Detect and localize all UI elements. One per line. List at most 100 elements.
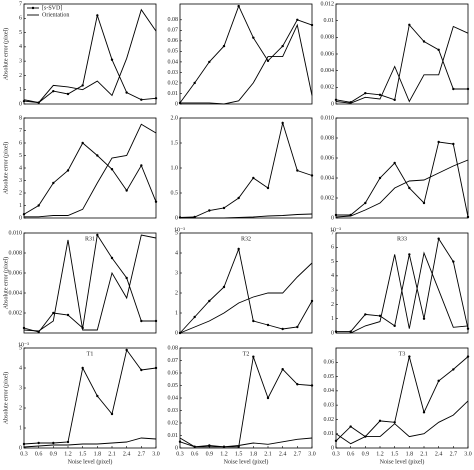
plot-frame (335, 117, 469, 219)
point (266, 323, 270, 327)
point (310, 23, 314, 27)
x-tick-label: 2.7 (138, 451, 146, 457)
y-tick-label: 0.006 (321, 155, 335, 161)
point (208, 444, 211, 447)
point (296, 18, 299, 21)
y-tick-label: 3 (19, 178, 22, 184)
y-tick-label: 0.01 (324, 18, 335, 24)
point (125, 348, 128, 352)
plot-frame (335, 232, 469, 334)
point (334, 213, 338, 217)
point (364, 313, 367, 316)
series-line (179, 262, 313, 334)
y-tick-label: 0.02 (168, 420, 179, 426)
panel: 0 0.002 0.004 0.006 0.008 0.01 0.012 (321, 1, 470, 107)
y-tick-label: 0 (331, 215, 334, 221)
point (349, 330, 352, 333)
point (110, 168, 114, 171)
plot-frame (23, 117, 157, 219)
series-line (335, 356, 469, 442)
x-tick-label: 2.1 (420, 451, 428, 457)
y-tick-label: 0.04 (324, 388, 335, 394)
y-tick-label: 0.08 (168, 345, 179, 351)
series-line (336, 141, 469, 218)
point (154, 97, 158, 100)
series-line (23, 437, 157, 448)
series-line (336, 251, 469, 334)
x-tick-label: 1.8 (94, 451, 102, 457)
point (96, 394, 99, 398)
y-tick-label: 0 (19, 215, 22, 221)
point (154, 200, 158, 203)
plot-frame (179, 3, 313, 105)
y-tick-label: 0.05 (168, 49, 179, 55)
axis-scale: 10⁻³ (174, 227, 185, 233)
y-axis-label: Absolute error (pixel) (2, 257, 9, 309)
panel: 0 1 2 3 4 5 6 7 Absolute error (pixel) [s-SVD]Ori… (2, 1, 158, 107)
x-tick-label: 2.7 (450, 451, 458, 457)
point (22, 442, 26, 446)
point (237, 247, 240, 251)
point (52, 89, 55, 93)
y-tick-label: 1 (19, 203, 22, 209)
y-tick-label: 0 (331, 445, 334, 451)
point (140, 319, 143, 323)
point (66, 313, 70, 317)
y-tick-label: 0 (175, 330, 178, 336)
y-tick-label: 5 (175, 230, 178, 236)
point (66, 440, 70, 444)
y-tick-label: 0.04 (168, 59, 179, 65)
x-tick-label: 2.1 (264, 451, 272, 457)
x-tick-label: 3.0 (464, 451, 472, 457)
y-tick-label: 0.004 (9, 290, 23, 296)
y-tick-label: 0.006 (321, 51, 335, 57)
point (266, 186, 270, 190)
y-tick-label: 1 (19, 425, 22, 431)
y-tick-label: 0.5 (171, 190, 179, 196)
x-axis-label: Noise level (pixel) (224, 458, 269, 465)
panel-title: T2 (243, 351, 250, 357)
y-tick-label: 0 (175, 101, 178, 107)
point (154, 366, 158, 370)
point (393, 324, 396, 328)
y-tick-label: 0.07 (168, 28, 179, 34)
point (208, 209, 211, 212)
x-tick-label: 2.4 (435, 451, 443, 457)
point (222, 44, 226, 48)
series-line (23, 142, 157, 215)
y-tick-label: 2 (331, 302, 334, 308)
x-tick-label: 0.6 (347, 451, 355, 457)
y-tick-label: 0.006 (9, 270, 23, 276)
x-tick-label: 1.5 (79, 451, 87, 457)
point (393, 421, 396, 424)
series-line (23, 348, 157, 445)
x-tick-label: 1.2 (376, 451, 384, 457)
y-tick-label: 0.01 (324, 431, 335, 437)
point (22, 326, 26, 330)
point (393, 161, 396, 165)
point (140, 164, 143, 167)
x-tick-label: 1.5 (391, 451, 399, 457)
panel: 0 0.002 0.004 0.006 0.008 0.010 (321, 115, 470, 221)
point (408, 355, 411, 358)
y-tick-label: 0.04 (168, 395, 179, 401)
series-line (179, 247, 313, 334)
y-tick-label: 1.5 (171, 140, 179, 146)
point (281, 368, 284, 371)
point (281, 327, 284, 331)
point (349, 425, 352, 428)
point (310, 299, 314, 303)
point (193, 315, 196, 319)
y-tick-label: 3 (19, 59, 22, 65)
x-tick-label: 0.6 (191, 451, 199, 457)
series-line (179, 437, 313, 448)
x-tick-label: 2.1 (108, 451, 116, 457)
y-tick-label: 0.004 (321, 175, 335, 181)
y-tick-label: 0.03 (168, 408, 179, 414)
point (154, 319, 158, 323)
y-tick-label: 1 (19, 87, 22, 93)
point (452, 87, 455, 91)
point (364, 91, 367, 95)
series-line (336, 237, 469, 333)
y-tick-label: 0 (175, 445, 178, 451)
